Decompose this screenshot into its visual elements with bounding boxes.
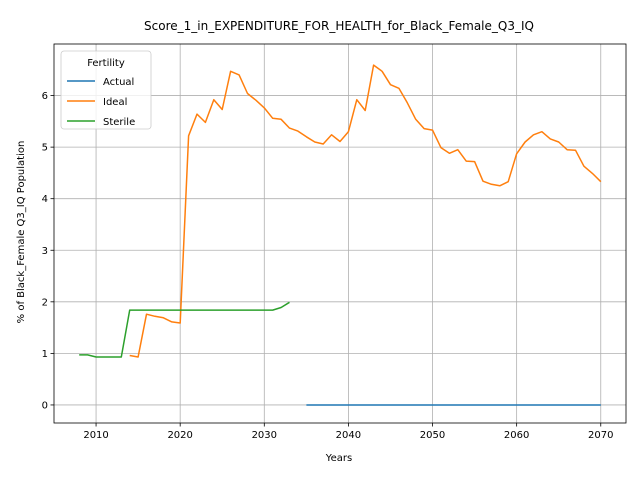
x-tick-label: 2010 bbox=[83, 430, 108, 441]
y-tick-label: 6 bbox=[42, 91, 48, 102]
series-line-ideal bbox=[129, 64, 602, 358]
x-tick-label: 2030 bbox=[252, 430, 277, 441]
x-tick-label: 2020 bbox=[167, 430, 192, 441]
legend-label-actual: Actual bbox=[103, 77, 134, 88]
plot-area: 2010 2020 2030 2040 2050 2060 2070 0 1 2 3 4 5 6 bbox=[42, 43, 627, 441]
x-tick-label: 2050 bbox=[420, 430, 445, 441]
legend-box bbox=[60, 50, 152, 130]
legend-title: Fertility bbox=[87, 58, 125, 69]
x-tick-label: 2060 bbox=[504, 430, 529, 441]
legend-label-ideal: Ideal bbox=[103, 97, 127, 108]
x-axis-label: Years bbox=[325, 453, 352, 464]
y-axis-label: % of Black_Female Q3_IQ Population bbox=[16, 141, 27, 324]
y-tick-label: 0 bbox=[42, 400, 48, 411]
y-tick-label: 1 bbox=[42, 349, 48, 360]
y-tick-label: 5 bbox=[42, 143, 48, 154]
series-line-sterile bbox=[79, 301, 290, 358]
axes-frame bbox=[53, 43, 627, 424]
legend: Fertility Actual Ideal Sterile bbox=[60, 50, 152, 130]
chart-title: Score_1_in_EXPENDITURE_FOR_HEALTH_for_Bl… bbox=[144, 19, 534, 33]
y-tick-label: 3 bbox=[42, 246, 48, 257]
y-tick-label: 2 bbox=[42, 297, 48, 308]
y-tick-label: 4 bbox=[42, 194, 48, 205]
x-tick-label: 2070 bbox=[588, 430, 613, 441]
legend-label-sterile: Sterile bbox=[103, 117, 135, 128]
x-tick-label: 2040 bbox=[336, 430, 361, 441]
